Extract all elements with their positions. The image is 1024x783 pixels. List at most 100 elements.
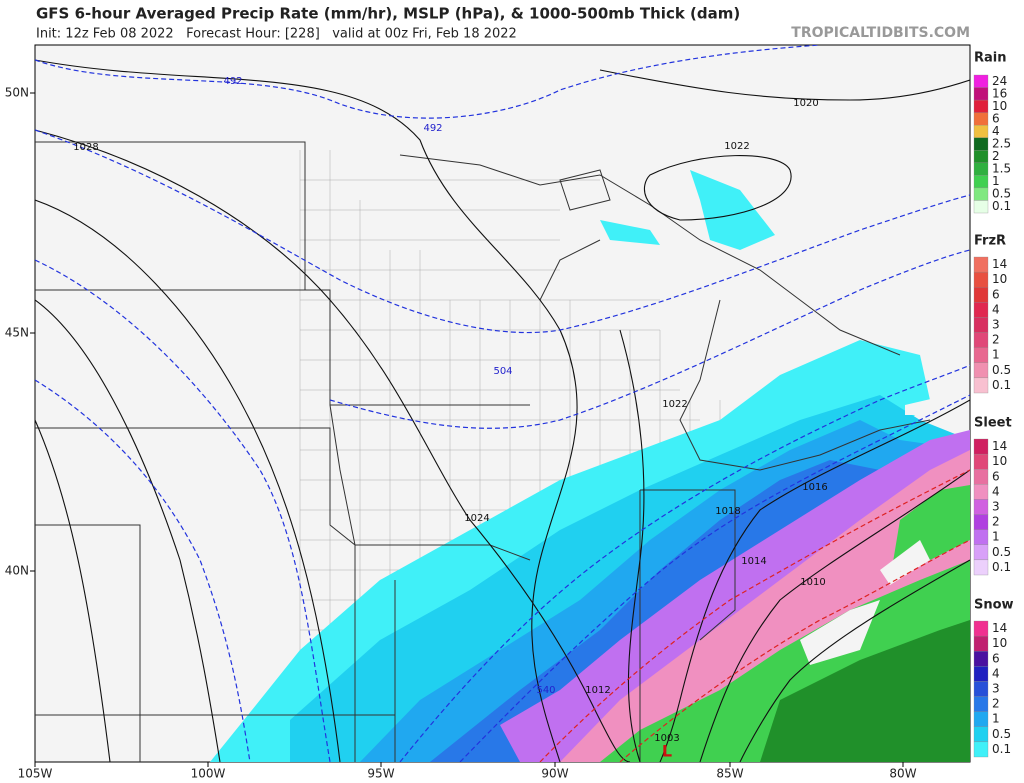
legend-swatch xyxy=(973,711,989,727)
pressure-label: 1022 xyxy=(724,141,749,152)
legend-swatch xyxy=(973,484,989,500)
legend-swatch xyxy=(973,651,989,667)
legend-label: 0.1 xyxy=(992,560,1011,574)
legend-label: 4 xyxy=(992,302,1000,316)
state-borders xyxy=(35,141,931,762)
pressure-label: 1012 xyxy=(585,685,610,696)
legend-swatch xyxy=(973,162,989,176)
pressure-label: 1018 xyxy=(715,506,740,517)
legend-label: 14 xyxy=(992,621,1007,635)
legend-swatch xyxy=(973,87,989,101)
pressure-label: 1028 xyxy=(73,142,98,153)
legend: Rain241610642.521.510.50.1FrzR1410643210… xyxy=(973,51,1014,758)
lon-label: 90W xyxy=(541,767,568,781)
pressure-label: 1016 xyxy=(802,482,827,493)
legend-swatch xyxy=(973,635,989,652)
thickness-label: 504 xyxy=(493,366,512,377)
thickness-label: 540 xyxy=(536,685,555,696)
legend-label: 3 xyxy=(992,682,1000,696)
map-content xyxy=(35,45,970,762)
lat-label: 50N xyxy=(5,86,29,100)
legend-label: 0.5 xyxy=(992,727,1011,741)
title: GFS 6-hour Averaged Precip Rate (mm/hr),… xyxy=(36,5,740,23)
legend-label: 6 xyxy=(992,469,1000,483)
legend-label: 0.5 xyxy=(992,187,1011,201)
legend-swatch xyxy=(973,544,989,561)
lat-label: 45N xyxy=(5,326,29,340)
legend-swatch xyxy=(973,559,989,576)
pressure-label: 1014 xyxy=(741,556,766,567)
legend-swatch xyxy=(973,726,989,743)
legend-label: 0.1 xyxy=(992,199,1011,213)
legend-swatch xyxy=(973,666,989,682)
legend-label: 10 xyxy=(992,636,1007,650)
labels: 50N 45N 40N 105W 100W 95W 90W 85W 80W 492 492 504 54… xyxy=(5,76,917,781)
legend-swatch xyxy=(973,137,989,151)
legend-swatch xyxy=(973,681,989,697)
legend-swatch xyxy=(973,287,989,303)
map-area xyxy=(34,44,971,763)
legend-label: 2 xyxy=(992,149,1000,163)
legend-swatch xyxy=(973,99,989,113)
legend-title: FrzR xyxy=(974,234,1006,249)
legend-label: 6 xyxy=(992,287,1000,301)
pressure-label: 1003 xyxy=(654,733,679,744)
low-marker: L xyxy=(662,742,672,761)
pressure-label: 1024 xyxy=(464,513,489,524)
legend-label: 2 xyxy=(992,697,1000,711)
legend-title: Rain xyxy=(974,51,1007,66)
legend-swatch xyxy=(973,271,989,288)
lat-label: 40N xyxy=(5,564,29,578)
legend-swatch xyxy=(973,377,989,394)
pressure-label: 1010 xyxy=(800,577,825,588)
legend-label: 3 xyxy=(992,500,1000,514)
lon-label: 85W xyxy=(716,767,743,781)
legend-label: 10 xyxy=(992,272,1007,286)
legend-label: 1 xyxy=(992,348,1000,362)
legend-swatch xyxy=(973,499,989,515)
legend-label: 14 xyxy=(992,439,1007,453)
legend-title: Snow xyxy=(974,598,1014,613)
legend-label: 16 xyxy=(992,86,1007,100)
legend-swatch xyxy=(973,347,989,363)
thickness-label: 492 xyxy=(423,123,442,134)
legend-label: 1 xyxy=(992,712,1000,726)
legend-label: 2.5 xyxy=(992,137,1011,151)
legend-label: 4 xyxy=(992,124,1000,138)
legend-label: 2 xyxy=(992,515,1000,529)
legend-swatch xyxy=(973,187,989,201)
isobars xyxy=(35,59,970,762)
legend-label: 0.5 xyxy=(992,363,1011,377)
legend-title: Sleet xyxy=(974,416,1012,431)
legend-swatch xyxy=(973,469,989,485)
legend-swatch xyxy=(973,438,989,455)
legend-swatch xyxy=(973,256,989,273)
legend-label: 1 xyxy=(992,530,1000,544)
legend-swatch xyxy=(973,302,989,318)
legend-swatch xyxy=(973,200,989,214)
legend-label: 14 xyxy=(992,257,1007,271)
legend-swatch xyxy=(973,741,989,758)
pressure-label: 1022 xyxy=(662,399,687,410)
legend-swatch xyxy=(973,175,989,189)
legend-swatch xyxy=(973,453,989,470)
lon-label: 95W xyxy=(367,767,394,781)
legend-swatch xyxy=(973,620,989,637)
site: TROPICALTIDBITS.COM xyxy=(791,25,970,41)
legend-label: 4 xyxy=(992,484,1000,498)
legend-label: 3 xyxy=(992,318,1000,332)
legend-swatch xyxy=(973,514,989,530)
legend-swatch xyxy=(973,74,989,88)
legend-swatch xyxy=(973,112,989,126)
legend-swatch xyxy=(973,317,989,333)
legend-label: 10 xyxy=(992,99,1007,113)
legend-label: 2 xyxy=(992,333,1000,347)
legend-label: 24 xyxy=(992,74,1007,88)
lon-label: 80W xyxy=(889,767,916,781)
legend-label: 6 xyxy=(992,111,1000,125)
subtitle: Init: 12z Feb 08 2022 Forecast Hour: [22… xyxy=(36,27,517,42)
pressure-label: 1020 xyxy=(793,98,818,109)
lon-label: 100W xyxy=(191,767,226,781)
thickness-label: 492 xyxy=(223,76,242,87)
legend-label: 0.1 xyxy=(992,378,1011,392)
